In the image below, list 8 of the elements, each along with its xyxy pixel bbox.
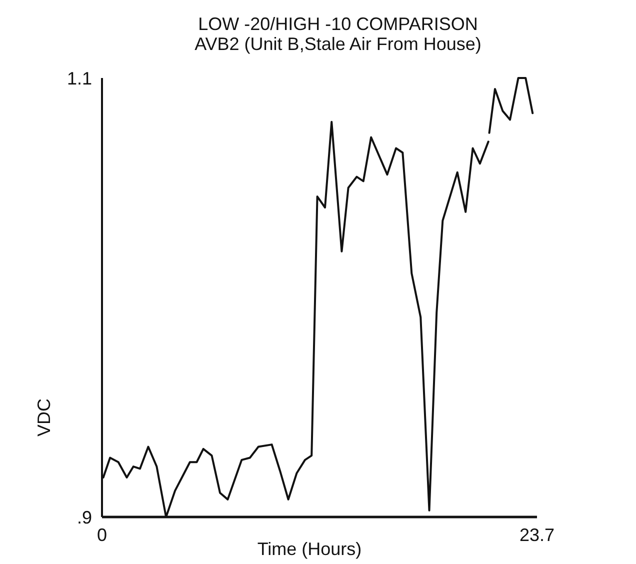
chart-subtitle: AVB2 (Unit B,Stale Air From House) xyxy=(194,34,482,54)
x-tick-label: 0 xyxy=(96,525,108,545)
y-axis-title: VDC xyxy=(34,398,54,437)
chart-title: LOW -20/HIGH -10 COMPARISON xyxy=(198,14,478,34)
x-axis-title: Time (Hours) xyxy=(257,539,362,559)
y-tick-label: .9 xyxy=(76,507,92,528)
y-tick-label: 1.1 xyxy=(66,68,92,88)
x-tick-label: 23.7 xyxy=(519,525,555,545)
